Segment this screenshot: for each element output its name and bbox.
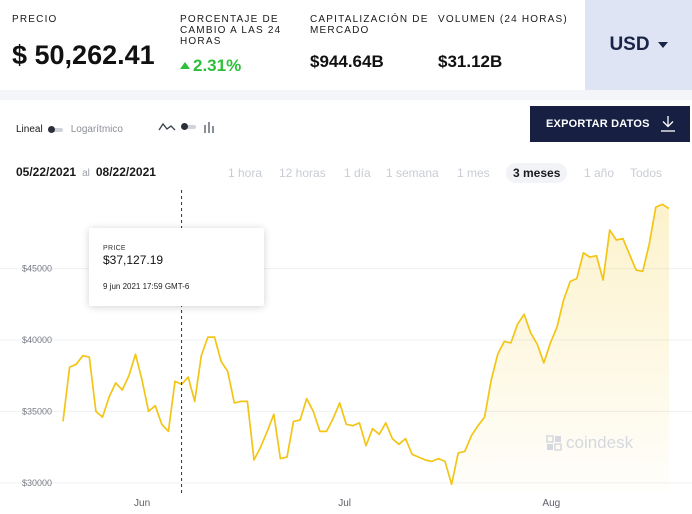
y-tick-label: $30000 (22, 478, 52, 488)
volume-value: $31.12B (438, 52, 503, 71)
price-label: PRECIO (12, 14, 58, 25)
currency-select[interactable]: USD (585, 0, 692, 90)
date-range: 05/22/2021 al 08/22/2021 (16, 165, 156, 179)
scale-linear-label[interactable]: Lineal (16, 124, 43, 135)
export-data-button[interactable]: EXPORTAR DATOS (530, 106, 690, 142)
export-label: EXPORTAR DATOS (546, 118, 650, 130)
chart-panel: Lineal Logarítmico EXPORTAR DATOS 05/22/… (0, 100, 692, 514)
market-cap-value: $944.64B (310, 52, 384, 71)
y-tick-label: $45000 (22, 264, 52, 274)
date-to[interactable]: 08/22/2021 (95, 165, 156, 179)
scale-switch[interactable] (47, 125, 63, 133)
up-arrow-icon (180, 62, 190, 69)
coindesk-watermark: coindesk (546, 433, 633, 453)
tooltip-label: PRICE (103, 245, 126, 252)
y-tick-label: $35000 (22, 406, 52, 416)
chevron-down-icon (657, 42, 668, 48)
tooltip-value: $37,127.19 (103, 253, 164, 267)
coindesk-logo-icon (546, 435, 562, 451)
price-chart[interactable]: $30000 $35000 $40000 $45000 Jun Jul Aug (0, 190, 692, 514)
change-value-wrap: 2.31% (180, 56, 241, 76)
range-1-year[interactable]: 1 año (584, 166, 615, 180)
scale-toggle[interactable]: Lineal Logarítmico (16, 124, 123, 135)
change-label: PORCENTAJE DE CAMBIO A LAS 24 HORAS (180, 14, 282, 47)
scale-log-label[interactable]: Logarítmico (70, 124, 123, 135)
market-cap-stat: CAPITALIZACIÓN DE MERCADO $944.64B (310, 14, 435, 71)
chart-type-toggle (158, 121, 215, 133)
range-1-day[interactable]: 1 día (344, 166, 371, 180)
market-cap-label: CAPITALIZACIÓN DE MERCADO (310, 14, 429, 36)
download-icon (661, 116, 675, 132)
line-chart-icon[interactable] (158, 121, 176, 133)
date-from[interactable]: 05/22/2021 (16, 165, 77, 179)
bar-chart-icon[interactable] (203, 121, 215, 133)
change-stat: PORCENTAJE DE CAMBIO A LAS 24 HORAS 2.31… (180, 14, 300, 75)
chart-type-switch[interactable] (181, 123, 196, 130)
price-tooltip: PRICE $37,127.19 9 jun 2021 17:59 GMT-6 (89, 228, 264, 306)
date-separator: al (82, 168, 90, 179)
price-value: $ 50,262.41 (12, 40, 155, 70)
y-tick-label: $40000 (22, 335, 52, 345)
range-1-month[interactable]: 1 mes (457, 166, 490, 180)
watermark-text: coindesk (566, 433, 634, 452)
x-tick-label: Jun (134, 498, 150, 509)
x-tick-label: Aug (542, 498, 560, 509)
volume-label: VOLUMEN (24 HORAS) (438, 14, 568, 25)
change-value: 2.31% (193, 56, 242, 75)
range-1-hour[interactable]: 1 hora (228, 166, 263, 180)
area-fill (451, 204, 669, 491)
stats-bar: PRECIO $ 50,262.41 PORCENTAJE DE CAMBIO … (0, 0, 692, 90)
price-stat: PRECIO $ 50,262.41 (12, 14, 172, 70)
volume-stat: VOLUMEN (24 HORAS) $31.12B (438, 14, 578, 71)
tooltip-date: 9 jun 2021 17:59 GMT-6 (103, 282, 190, 291)
range-1-week[interactable]: 1 semana (386, 166, 439, 180)
x-tick-label: Jul (338, 498, 351, 509)
range-3-months[interactable]: 3 meses (506, 163, 568, 183)
currency-value: USD (609, 34, 650, 55)
range-12-hours[interactable]: 12 horas (279, 166, 326, 180)
price-line (62, 203, 670, 486)
range-all[interactable]: Todos (630, 166, 663, 180)
